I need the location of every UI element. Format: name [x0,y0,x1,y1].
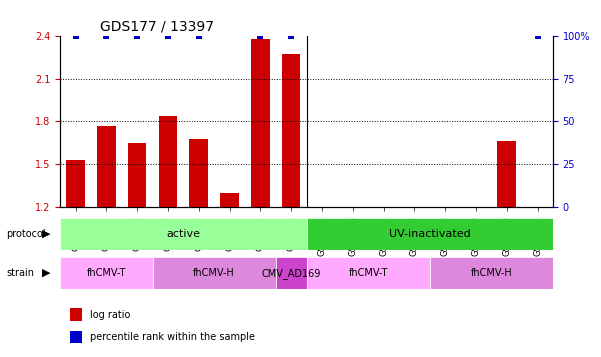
Bar [159,116,177,207]
FancyBboxPatch shape [153,257,276,289]
FancyBboxPatch shape [60,218,307,250]
Text: fhCMV-H: fhCMV-H [471,268,512,278]
Bar [97,126,115,207]
Text: percentile rank within the sample: percentile rank within the sample [90,332,255,342]
Text: ▶: ▶ [42,229,50,239]
Bar [66,160,85,207]
FancyBboxPatch shape [307,218,553,250]
Text: fhCMV-H: fhCMV-H [194,268,235,278]
Bar [70,331,82,343]
Bar [498,141,516,207]
Text: CMV_AD169: CMV_AD169 [261,268,321,278]
Bar [282,54,300,207]
FancyBboxPatch shape [60,257,153,289]
Text: active: active [166,229,200,239]
Bar [128,143,146,207]
Bar [189,139,208,207]
Text: fhCMV-T: fhCMV-T [87,268,126,278]
Text: log ratio: log ratio [90,310,130,320]
Text: UV-inactivated: UV-inactivated [389,229,471,239]
Bar [221,193,239,207]
Bar [251,39,269,207]
Text: protocol: protocol [6,229,46,239]
Text: strain: strain [6,268,34,278]
Text: GDS177 / 13397: GDS177 / 13397 [100,19,213,33]
FancyBboxPatch shape [276,257,307,289]
Text: fhCMV-T: fhCMV-T [349,268,388,278]
FancyBboxPatch shape [307,257,430,289]
FancyBboxPatch shape [430,257,553,289]
Bar [70,308,82,321]
Text: ▶: ▶ [42,268,50,278]
